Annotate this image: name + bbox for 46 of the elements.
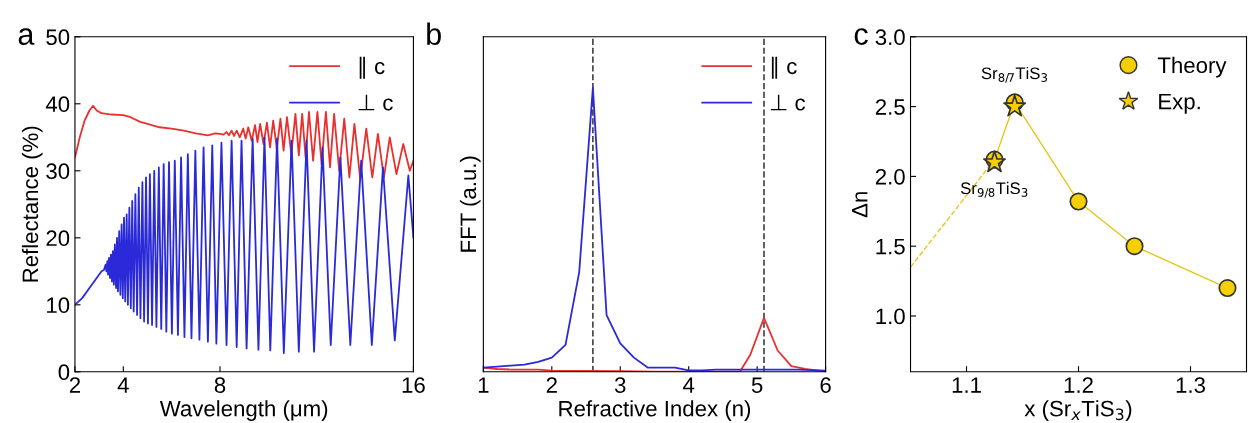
- legend-label: ∥ c: [771, 56, 797, 79]
- y-tick-label: 50: [46, 29, 70, 46]
- x-tick-label: 4: [117, 377, 129, 393]
- y-tick-label: 1.0: [876, 308, 905, 325]
- point: [1125, 237, 1144, 256]
- legend-label: ⊥ c: [358, 94, 393, 111]
- x-axis-title: Refractive Index (n): [559, 400, 751, 421]
- annotation: Sr$_{9/8}$TiS$_{3}$: [960, 181, 1028, 198]
- line-series: [74, 136, 414, 354]
- point: [1003, 94, 1027, 117]
- x-tick-label: 16: [402, 377, 425, 393]
- chart-title: b: [427, 22, 441, 45]
- annotation: Sr$_{8/7}$TiS$_{3}$: [981, 66, 1048, 83]
- x-tick-label: 2: [546, 377, 557, 393]
- legend-label: Exp.: [1159, 93, 1200, 114]
- y-tick-label: 10: [47, 297, 70, 314]
- x-tick-label: 8: [214, 377, 226, 393]
- y-tick-label: 0: [58, 364, 70, 381]
- x-tick-label: 1.2: [1064, 377, 1093, 393]
- x-tick-label: 1.3: [1176, 377, 1205, 393]
- x-axis-title: x (Sr$_{x}$TiS$_{3}$): [1024, 400, 1132, 421]
- x-axis-title: Wavelength (μm): [159, 400, 328, 421]
- y-tick-label: 2.5: [875, 99, 905, 115]
- point: [1218, 279, 1237, 298]
- x-tick-label: 4: [683, 377, 695, 393]
- x-tick-label: 3: [614, 377, 626, 393]
- x-tick-label: 1: [478, 377, 489, 393]
- chart-title: a: [18, 28, 35, 45]
- legend-label: ⊥ c: [770, 94, 805, 111]
- x-tick-label: 6: [820, 377, 831, 393]
- y-tick-label: 1.5: [876, 238, 905, 255]
- y-axis-title: Reflectance (%): [21, 126, 43, 282]
- chart-title: c: [854, 28, 868, 45]
- y-axis-title: Δn: [852, 192, 868, 218]
- point: [1069, 192, 1088, 211]
- y-tick-label: 20: [46, 230, 70, 247]
- y-tick-label: 40: [45, 96, 70, 113]
- legend-label: ∥ c: [359, 56, 385, 79]
- legend-label: Theory: [1157, 56, 1227, 78]
- x-tick-label: 1.1: [952, 377, 981, 393]
- y-tick-label: 30: [46, 163, 70, 180]
- x-tick-label: 2: [69, 377, 80, 393]
- y-axis-title: FFT (a.u.): [459, 156, 481, 252]
- x-tick-label: 5: [751, 377, 763, 393]
- y-tick-label: 2.0: [875, 168, 905, 185]
- y-tick-label: 3.0: [875, 29, 905, 46]
